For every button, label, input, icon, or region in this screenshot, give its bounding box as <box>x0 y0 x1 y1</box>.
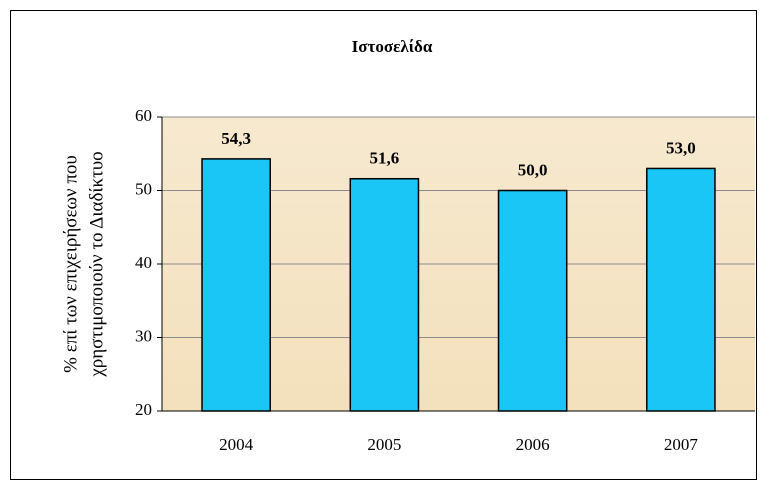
data-label: 51,6 <box>370 149 400 168</box>
y-axis-label-line: χρηστιμοποιούν το Διαδίκτυο <box>86 151 107 377</box>
data-label: 50,0 <box>518 160 548 179</box>
y-tick-label: 20 <box>135 400 152 419</box>
y-tick-label: 40 <box>135 253 152 272</box>
data-label: 54,3 <box>221 129 251 148</box>
y-tick-label: 30 <box>135 326 152 345</box>
bar <box>201 158 271 412</box>
y-axis-label-line: % επί των επιχειρήσεων που <box>60 155 81 373</box>
chart-title: Ιστοσελίδα <box>352 37 433 56</box>
y-tick-label: 60 <box>135 106 152 125</box>
y-axis-label: % επί των επιχειρήσεων που χρηστιμοποιού… <box>60 151 107 377</box>
x-tick-label: 2007 <box>664 435 699 454</box>
x-tick-label: 2006 <box>516 435 550 454</box>
x-tick-label: 2005 <box>367 435 401 454</box>
y-tick-label: 50 <box>135 179 152 198</box>
x-tick-label: 2004 <box>219 435 254 454</box>
bar <box>349 177 420 412</box>
bar <box>646 167 716 412</box>
bar <box>497 189 568 412</box>
data-label: 53,0 <box>666 138 696 157</box>
